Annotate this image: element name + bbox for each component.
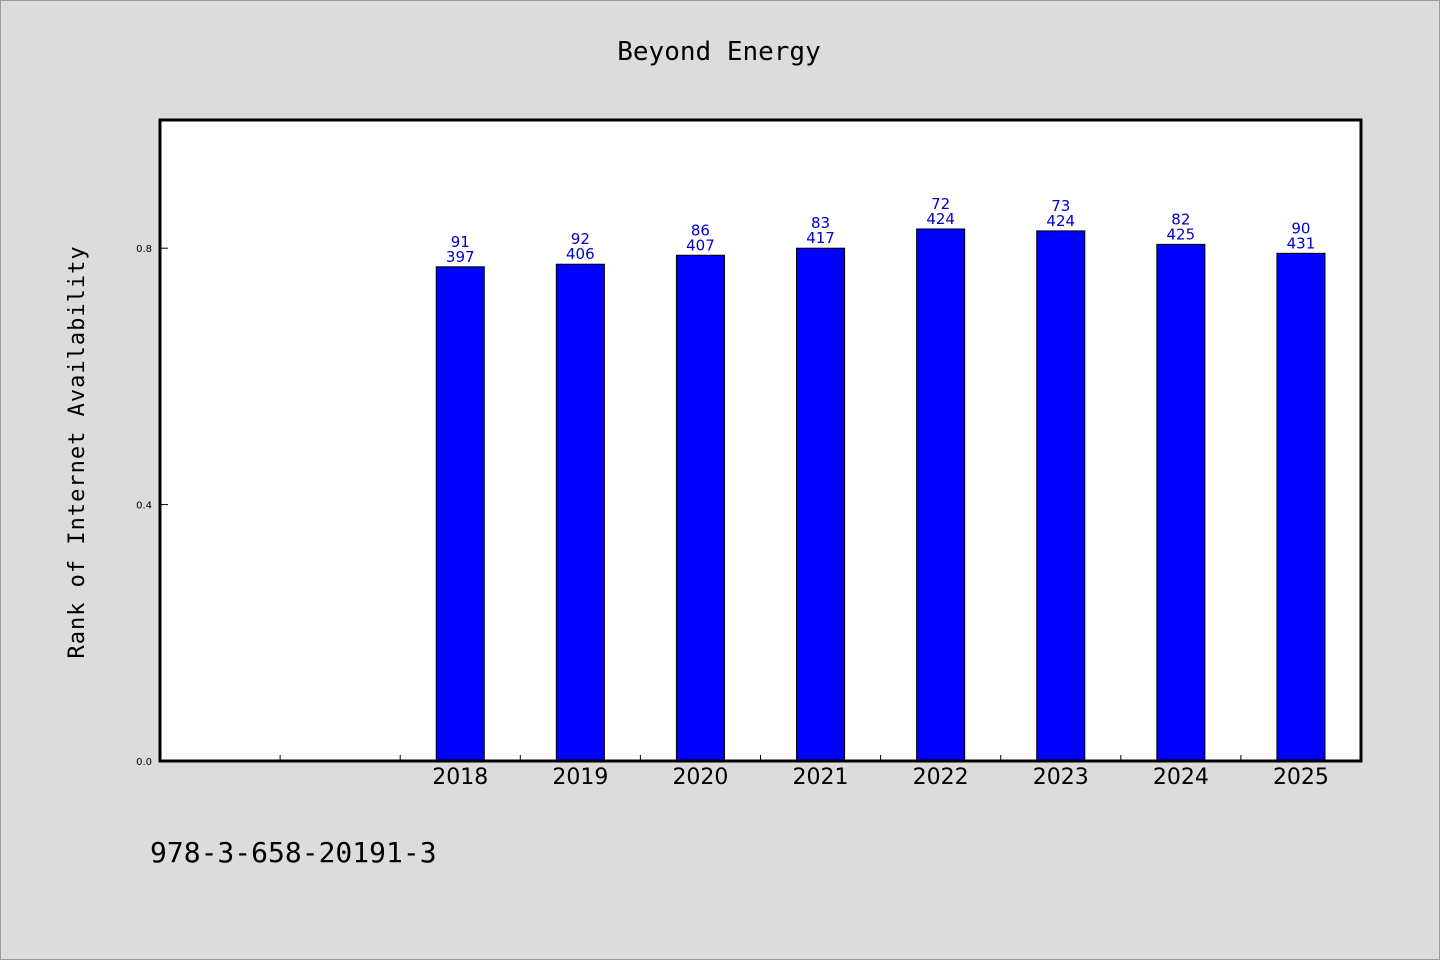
bar-top-label: 92 [571, 230, 590, 248]
bar [1036, 230, 1086, 762]
bar-bottom-label: 425 [1167, 225, 1196, 243]
bar-bottom-label: 431 [1287, 234, 1316, 252]
x-tick-label: 2020 [672, 765, 728, 790]
bars-layer [435, 228, 1326, 762]
bar [1156, 243, 1206, 762]
x-tick-label: 2022 [913, 765, 969, 790]
y-tick-label: 0.0 [136, 757, 152, 768]
bar-bottom-label: 424 [1046, 212, 1075, 230]
bar [1276, 252, 1326, 762]
bar-bottom-label: 424 [926, 210, 955, 228]
x-tick-label: 2024 [1153, 765, 1209, 790]
bar [675, 254, 725, 762]
footer-text: 978-3-658-20191-3 [150, 836, 437, 869]
bar [435, 266, 485, 762]
bar-top-label: 83 [811, 214, 830, 232]
y-tick-label: 0.4 [136, 501, 152, 512]
y-axis-label: Rank of Internet Availability [65, 245, 90, 658]
x-tick-label: 2019 [552, 765, 608, 790]
axis-layer: 0.0 0.4 0.8 2018 2019 2020 2021 2022 2023 2024 202… [136, 244, 1329, 790]
bar-top-label: 86 [691, 221, 710, 239]
bar-top-label: 73 [1051, 197, 1070, 215]
x-tick-label: 2018 [432, 765, 488, 790]
chart-title: Beyond Energy [617, 37, 821, 67]
x-tick-label: 2023 [1033, 765, 1089, 790]
bar-top-label: 72 [931, 195, 950, 213]
bar-top-label: 91 [451, 233, 470, 251]
plot-border [158, 118, 1363, 763]
y-tick-label: 0.8 [136, 244, 152, 255]
bar [796, 247, 846, 762]
bar-bottom-label: 397 [446, 248, 475, 266]
bar-bottom-label: 417 [806, 229, 835, 247]
x-tick-label: 2025 [1273, 765, 1329, 790]
bar-bottom-label: 406 [566, 245, 595, 263]
bar-top-label: 82 [1171, 210, 1190, 228]
bar [555, 263, 605, 762]
bar-bottom-label: 407 [686, 236, 715, 254]
bar-top-label: 90 [1291, 219, 1310, 237]
x-tick-label: 2021 [793, 765, 849, 790]
bar [916, 228, 966, 762]
